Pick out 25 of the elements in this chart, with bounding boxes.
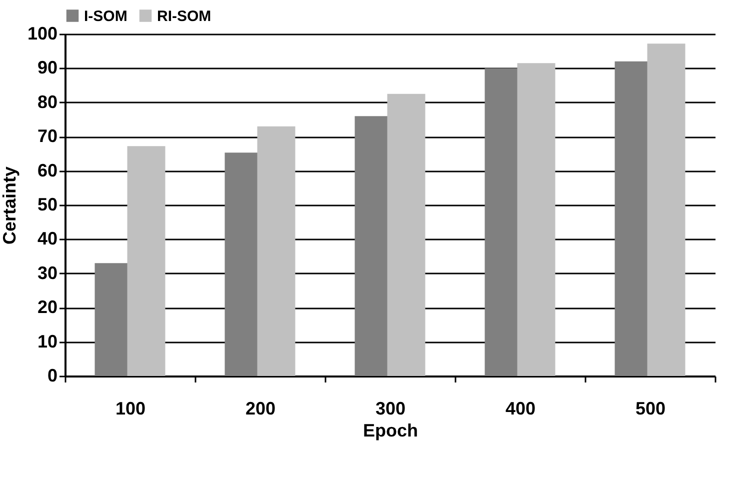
y-axis-title: Certainty <box>0 166 20 245</box>
legend-label: I-SOM <box>84 8 128 25</box>
bar <box>127 146 166 376</box>
bar <box>517 63 556 376</box>
y-tick-label: 100 <box>27 24 58 44</box>
legend-label: RI-SOM <box>157 8 212 25</box>
y-tick-label: 20 <box>37 297 58 318</box>
bar <box>387 94 426 376</box>
y-tick-label: 40 <box>37 228 58 249</box>
x-tick-label: 500 <box>635 398 666 418</box>
bar <box>257 126 296 376</box>
y-tick-label: 10 <box>37 331 58 352</box>
y-tick-label: 30 <box>37 262 58 283</box>
x-tick-label: 400 <box>505 398 536 418</box>
y-tick-label: 50 <box>37 194 58 214</box>
x-tick-label: 100 <box>115 398 146 418</box>
y-tick-label: 70 <box>37 126 58 146</box>
y-tick-label: 0 <box>47 366 58 386</box>
y-tick-label: 90 <box>37 58 58 78</box>
bar <box>647 44 686 376</box>
x-axis-title: Epoch <box>362 420 418 440</box>
y-tick-label: 60 <box>37 160 58 180</box>
x-tick-label: 200 <box>245 398 276 418</box>
x-tick-label: 300 <box>375 398 406 418</box>
y-tick-label: 80 <box>37 92 58 112</box>
